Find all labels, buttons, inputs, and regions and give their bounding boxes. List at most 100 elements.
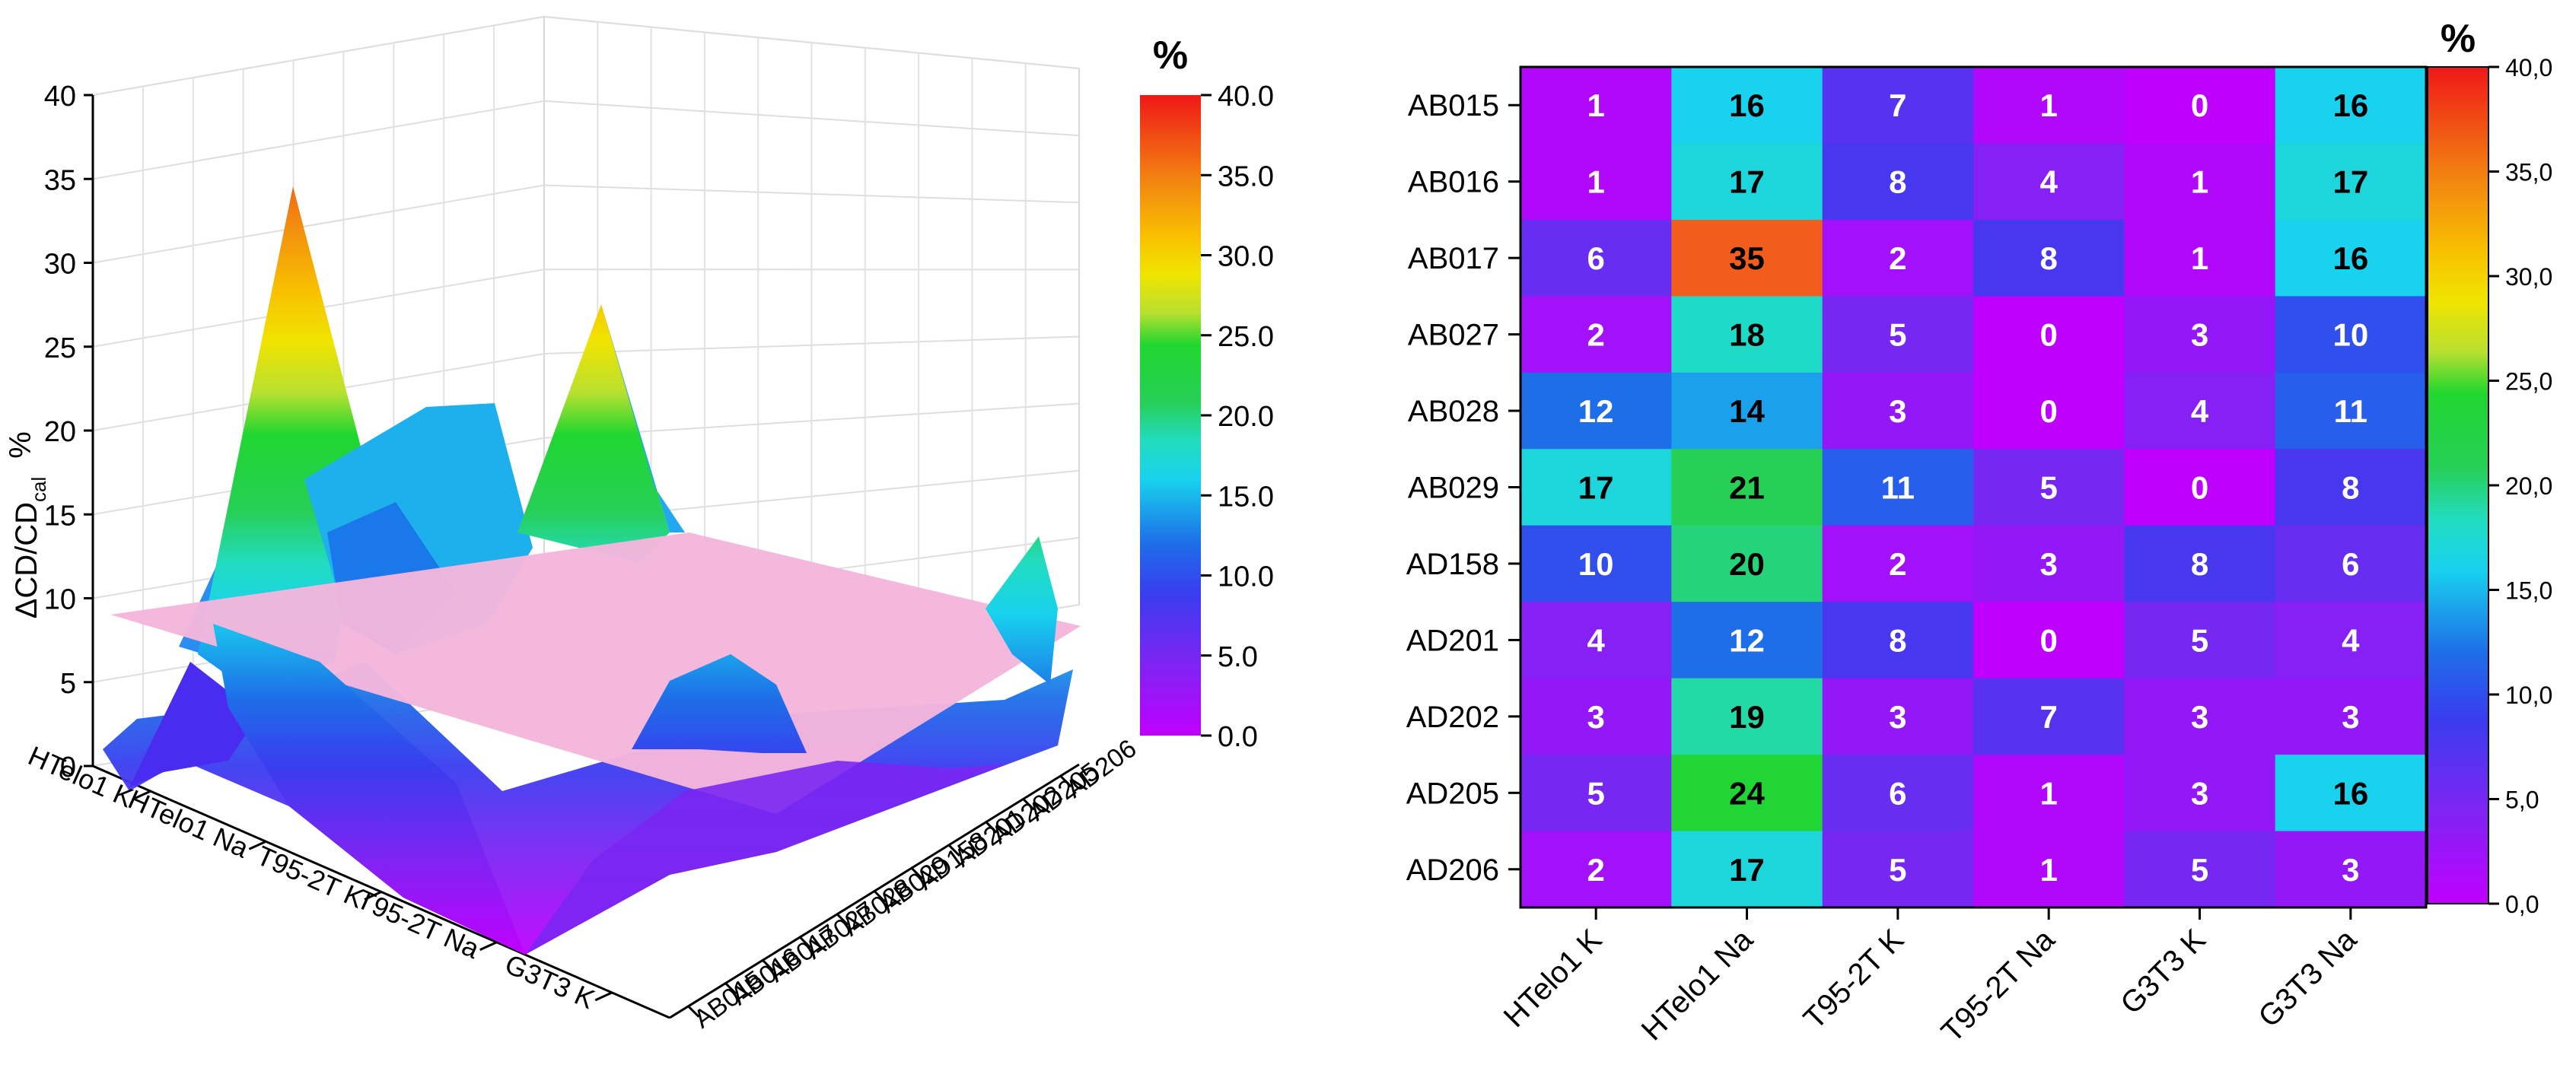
- heatmap-cell: [1671, 678, 1823, 755]
- heatmap-cell: [2275, 67, 2427, 144]
- heatmap-column-label: HTelo1 Na: [1635, 923, 1760, 1047]
- heatmap-cell-label: 3: [1889, 393, 1906, 429]
- heatmap-cell-label: 3: [2191, 699, 2208, 735]
- heatmap-cell: [1973, 219, 2125, 297]
- heatmap-cell-label: 16: [2332, 87, 2368, 123]
- colorbar-left-scale: [1140, 95, 1201, 736]
- heatmap-cell: [1520, 296, 1672, 373]
- heatmap-cell: [1973, 143, 2125, 221]
- y-tick: [836, 913, 849, 926]
- heatmap-cell: [1822, 372, 1974, 450]
- heatmap-cell: [2124, 143, 2276, 221]
- heatmap-cell-label: 20: [1729, 546, 1765, 582]
- heatmap-cell-label: 7: [2039, 699, 2057, 735]
- heatmap-row-label: AD202: [1406, 701, 1499, 734]
- heatmap-column-label: G3T3 Na: [2252, 923, 2363, 1034]
- heatmap-row-label: AB029: [1408, 472, 1499, 505]
- heatmap-cell-label: 5: [1889, 317, 1906, 353]
- heatmap-cell-label: 17: [1578, 470, 1614, 506]
- heatmap-cell: [1973, 525, 2125, 602]
- heatmap-cell-label: 12: [1578, 393, 1614, 429]
- heatmap-cell: [1822, 525, 1974, 602]
- heatmap-cell-label: 3: [1889, 699, 1906, 735]
- colorbar-right: % 0,0 5,0 10,0 15,0 20,0 25,0 30,0 35,0 40,0: [2427, 17, 2552, 918]
- heatmap-column-label: G3T3 K: [2114, 923, 2212, 1021]
- heatmap-cell-label: 4: [1587, 622, 1605, 658]
- heatmap-cell-label: 2: [1889, 240, 1906, 276]
- heatmap-cell: [1973, 602, 2125, 679]
- gridline-left: [92, 184, 545, 264]
- surface-front-slope: [213, 624, 525, 955]
- heatmap-cell-label: 8: [2191, 546, 2208, 582]
- heatmap-cell: [1671, 67, 1823, 144]
- heatmap-column-label: HTelo1 K: [1498, 923, 1609, 1034]
- colorbar-right-tick-label: 40,0: [2505, 54, 2552, 81]
- heatmap-cell: [1822, 755, 1974, 832]
- z-tick-label: 40: [44, 81, 76, 113]
- heatmap-row-label: AD205: [1406, 777, 1499, 810]
- heatmap-cell: [1671, 372, 1823, 450]
- heatmap-cell: [1671, 449, 1823, 526]
- gridline-left: [92, 16, 545, 96]
- heatmap-cell: [1520, 602, 1672, 679]
- colorbar-right-title: %: [2441, 17, 2476, 61]
- heatmap-cell: [1822, 831, 1974, 908]
- heatmap-cell-label: 5: [1587, 775, 1604, 811]
- heatmap-cell-label: 6: [1889, 775, 1906, 811]
- heatmap-cell: [1671, 602, 1823, 679]
- heatmap-cell: [2124, 67, 2276, 144]
- heatmap-cell-label: 17: [1729, 852, 1765, 888]
- heatmap-cell-label: 3: [1587, 699, 1604, 735]
- z-axis: 0 5 10 15 20 25 30 35 40: [44, 81, 93, 783]
- colorbar-right-scale: [2427, 66, 2489, 904]
- heatmap-row-label: AB017: [1408, 242, 1499, 275]
- heatmap-cell-label: 18: [1729, 317, 1765, 353]
- heatmap-row-label: AB028: [1408, 395, 1499, 428]
- heatmap-cell-label: 5: [2191, 622, 2208, 658]
- heatmap-cell-label: 1: [2191, 164, 2208, 200]
- heatmap-row-label: AD158: [1406, 548, 1499, 581]
- heatmap-cell-label: 10: [1578, 546, 1614, 582]
- heatmap-row-labels: AB015 AB016 AB017 AB027 AB028 AB029 AD158 AD201…: [1406, 89, 1520, 887]
- heatmap-cell: [2275, 755, 2427, 832]
- heatmap-cell-label: 1: [1587, 164, 1604, 200]
- colorbar-right-tick-label: 15,0: [2505, 577, 2552, 605]
- heatmap-cell: [1973, 831, 2125, 908]
- y-tick: [762, 959, 775, 972]
- heatmap-cell: [1822, 219, 1974, 297]
- heatmap-cell: [1671, 143, 1823, 221]
- colorbar-right-tick-label: 25,0: [2505, 368, 2552, 396]
- heatmap-cell: [1822, 143, 1974, 221]
- heatmap-cell-label: 1: [2191, 240, 2208, 276]
- colorbar-right-tick-label: 35,0: [2505, 159, 2552, 186]
- heatmap-cell: [2275, 449, 2427, 526]
- heatmap-cell: [1973, 678, 2125, 755]
- y-tick: [947, 844, 960, 857]
- colorbar-right-tick-label: 20,0: [2505, 472, 2552, 500]
- heatmap-cell-label: 3: [2191, 317, 2208, 353]
- colorbar-left: % 0.0 5.0 10.0 15.0 20.0 25.0 30.0 35.0 40.0: [1140, 33, 1274, 753]
- heatmap-column-labels: HTelo1 K HTelo1 Na T95-2T K T95-2T Na G3T3 K…: [1498, 907, 2364, 1049]
- heatmap-row-label: AB027: [1408, 319, 1499, 352]
- heatmap-cell-label: 17: [1729, 164, 1765, 200]
- heatmap-cell: [2275, 296, 2427, 373]
- colorbar-right-tick-label: 30,0: [2505, 263, 2552, 291]
- heatmap-cell: [2275, 143, 2427, 221]
- heatmap-cell-label: 8: [2039, 240, 2057, 276]
- x-tick: [594, 991, 613, 1002]
- colorbar-left-tick-label: 25.0: [1218, 321, 1274, 353]
- heatmap-cell-label: 3: [2342, 852, 2359, 888]
- heatmap-cell: [1822, 449, 1974, 526]
- gridline-left: [92, 100, 545, 180]
- colorbar-right-tick-label: 10,0: [2505, 682, 2552, 709]
- heatmap-cell-label: 1: [1587, 87, 1604, 123]
- heatmap-cell-label: 3: [2342, 699, 2359, 735]
- heatmap-cell-label: 12: [1729, 622, 1765, 658]
- heatmap-cell-label: 7: [1889, 87, 1906, 123]
- surface-right-peak: [986, 536, 1058, 685]
- z-tick-label: 35: [44, 164, 76, 196]
- heatmap-cell: [2124, 525, 2276, 602]
